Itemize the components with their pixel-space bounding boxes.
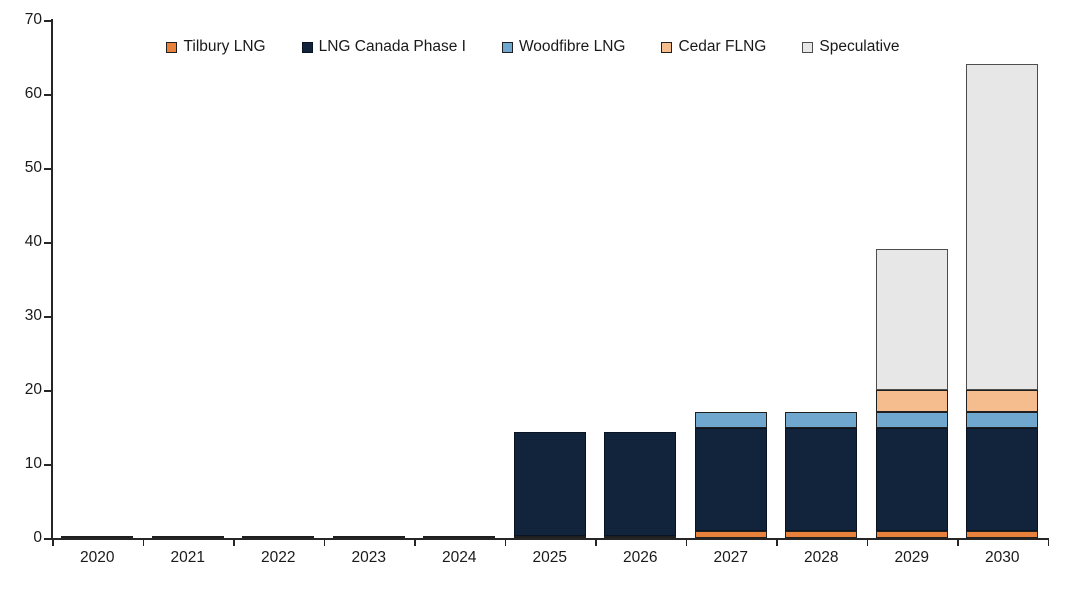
y-tick-label: 70 [24,11,42,28]
x-tick [504,538,506,546]
x-tick [52,538,54,546]
bar-segment-cedar-flng-2029 [875,390,948,413]
bar-segment-tilbury-lng-2030 [966,531,1039,538]
legend-item-speculative: Speculative [802,38,900,56]
y-axis-line [51,19,53,539]
x-category-label: 2027 [713,549,748,566]
y-tick [44,94,52,96]
bar-segment-tilbury-lng-2020 [61,535,134,538]
x-category-label: 2029 [894,549,929,566]
y-tick [44,316,52,318]
legend-label-woodfibre-lng: Woodfibre LNG [518,38,626,55]
x-tick [595,538,597,546]
y-tick-label: 20 [24,381,42,398]
legend-item-cedar-flng: Cedar FLNG [661,38,766,56]
x-tick [866,538,868,546]
legend-label-lng-canada-phase-i: LNG Canada Phase I [318,38,466,55]
legend-item-lng-canada-phase-i: LNG Canada Phase I [301,38,466,56]
bar-segment-woodfibre-lng-2030 [966,412,1039,428]
legend-swatch-tilbury-lng [166,41,178,53]
y-tick-label: 10 [24,455,42,472]
bar-segment-tilbury-lng-2023 [332,535,405,538]
y-tick-label: 60 [24,85,42,102]
y-tick [44,242,52,244]
bar-segment-lng-canada-phase-i-2028 [785,427,858,532]
y-tick-label: 50 [24,159,42,176]
legend-label-cedar-flng: Cedar FLNG [678,38,767,55]
bar-segment-speculative-2029 [875,249,948,390]
y-tick-label: 40 [24,233,42,250]
x-category-label: 2020 [80,549,115,566]
bar-segment-lng-canada-phase-i-2030 [966,427,1039,532]
bar-segment-tilbury-lng-2029 [875,531,948,538]
x-category-label: 2022 [261,549,296,566]
bar-segment-woodfibre-lng-2028 [785,412,858,428]
x-category-label: 2023 [351,549,386,566]
y-tick-label: 30 [24,307,42,324]
chart-legend: Tilbury LNG LNG Canada Phase I Woodfibre L… [0,38,1066,56]
bar-segment-woodfibre-lng-2027 [694,412,767,428]
legend-swatch-cedar-flng [661,41,673,53]
legend-item-woodfibre-lng: Woodfibre LNG [501,38,626,56]
bar-segment-tilbury-lng-2021 [151,535,224,538]
bar-segment-tilbury-lng-2024 [423,535,496,538]
bar-segment-cedar-flng-2030 [966,390,1039,413]
x-axis-line [51,538,1048,540]
x-category-label: 2026 [623,549,658,566]
x-tick [142,538,144,546]
x-tick [957,538,959,546]
y-tick [44,20,52,22]
bar-segment-speculative-2030 [966,64,1039,390]
legend-label-speculative: Speculative [819,38,900,55]
x-tick [1047,538,1049,546]
x-tick [685,538,687,546]
bar-segment-tilbury-lng-2026 [604,535,677,538]
y-tick [44,390,52,392]
x-tick [414,538,416,546]
legend-swatch-lng-canada-phase-i [301,41,313,53]
x-tick [323,538,325,546]
x-category-label: 2028 [804,549,839,566]
x-category-label: 2025 [532,549,567,566]
bar-segment-lng-canada-phase-i-2025 [513,432,586,536]
bar-segment-lng-canada-phase-i-2027 [694,427,767,532]
bar-segment-tilbury-lng-2022 [242,535,315,538]
bar-segment-lng-canada-phase-i-2026 [604,432,677,536]
bar-segment-tilbury-lng-2027 [694,531,767,538]
x-category-label: 2030 [985,549,1020,566]
x-category-label: 2024 [442,549,477,566]
y-tick-label: 0 [33,529,42,546]
x-tick [776,538,778,546]
y-tick [44,538,52,540]
x-category-label: 2021 [170,549,205,566]
x-tick [233,538,235,546]
legend-label-tilbury-lng: Tilbury LNG [183,38,266,55]
y-tick [44,168,52,170]
bar-segment-woodfibre-lng-2029 [875,412,948,428]
legend-swatch-speculative [802,41,814,53]
bar-segment-tilbury-lng-2025 [513,535,586,538]
bar-segment-tilbury-lng-2028 [785,531,858,538]
legend-swatch-woodfibre-lng [501,41,513,53]
y-tick [44,464,52,466]
legend-item-tilbury-lng: Tilbury LNG [166,38,266,56]
bar-segment-lng-canada-phase-i-2029 [875,427,948,532]
